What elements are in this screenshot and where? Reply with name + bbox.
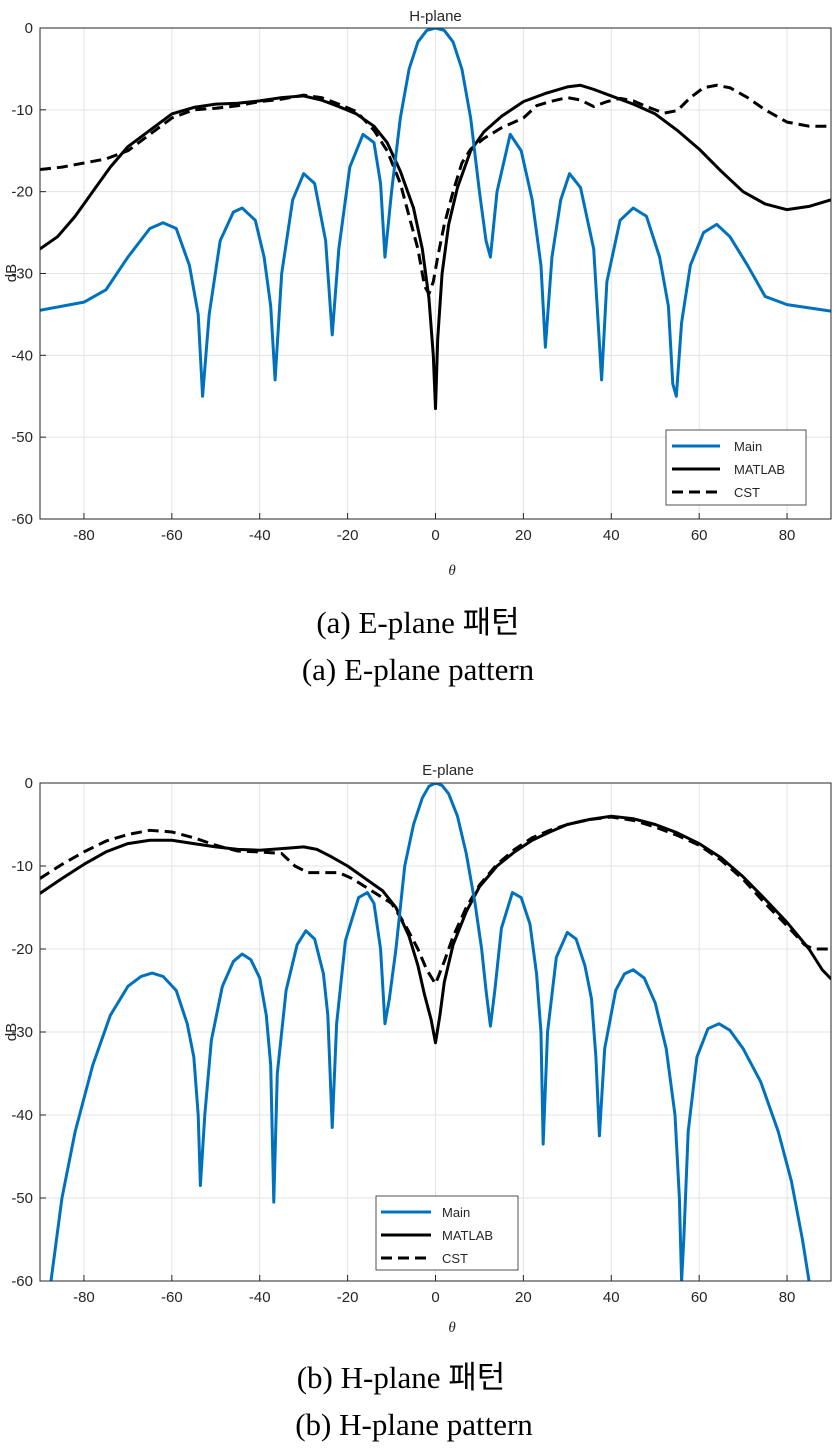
chart-title-bottom: E-plane — [422, 762, 474, 779]
y-axis-label-bottom: dB — [3, 1023, 20, 1041]
caption-korean-top: (a) E-plane 패턴 — [316, 605, 519, 640]
y-tick-label: -60 — [11, 1273, 33, 1290]
x-axis-label-bottom: θ — [448, 1320, 456, 1336]
legend-label-matlab-bottom: MATLAB — [442, 1228, 493, 1243]
x-tick-label: -80 — [73, 527, 95, 544]
x-tick-label: 0 — [431, 1289, 439, 1306]
legend-label-matlab-top: MATLAB — [734, 462, 785, 477]
ticks-top: -80 -60 -40 -20 0 20 40 60 80 0 -10 -20 -30 -40 -50 -60 — [11, 20, 795, 544]
ticks-bottom: -80 -60 -40 -20 0 20 40 60 80 0 -10 -20 -30 -40 -50 -60 — [11, 775, 795, 1306]
x-tick-label: 20 — [515, 527, 532, 544]
y-tick-label: -60 — [11, 511, 33, 528]
x-axis-label-top: θ — [448, 563, 456, 579]
y-tick-label: -40 — [11, 1107, 33, 1124]
series-line-main-bottom — [49, 783, 811, 1281]
x-tick-label: 80 — [779, 1289, 796, 1306]
y-tick-label: -40 — [11, 347, 33, 364]
y-tick-label: -10 — [11, 858, 33, 875]
y-tick-label: -30 — [11, 1024, 33, 1041]
y-tick-label: -20 — [11, 941, 33, 958]
chart-top: -80 -60 -40 -20 0 20 40 60 80 0 -10 -20 -30 -40 -50 -60… — [3, 8, 832, 687]
x-tick-label: -80 — [73, 1289, 95, 1306]
legend-bottom: Main MATLAB CST — [375, 1195, 519, 1271]
y-tick-label: -50 — [11, 1190, 33, 1207]
y-axis-label-top: dB — [3, 264, 20, 282]
x-tick-label: -40 — [249, 1289, 271, 1306]
x-tick-label: -60 — [161, 1289, 183, 1306]
legend-label-cst-top: CST — [734, 485, 760, 500]
caption-english-bottom: (b) H-plane pattern — [295, 1407, 533, 1442]
series-group-bottom — [40, 783, 831, 1281]
y-tick-label: 0 — [25, 20, 33, 37]
y-tick-label: -10 — [11, 102, 33, 119]
chart-title-top: H-plane — [409, 8, 462, 25]
x-tick-label: -20 — [337, 1289, 359, 1306]
caption-korean-bottom: (b) H-plane 패턴 — [297, 1360, 506, 1395]
x-tick-label: 20 — [515, 1289, 532, 1306]
x-tick-label: 60 — [691, 527, 708, 544]
x-tick-label: -20 — [337, 527, 359, 544]
series-line-cst-top — [40, 83, 831, 296]
legend-label-cst-bottom: CST — [442, 1251, 468, 1266]
x-tick-label: 60 — [691, 1289, 708, 1306]
y-tick-label: -50 — [11, 429, 33, 446]
x-tick-label: 40 — [603, 1289, 620, 1306]
caption-english-top: (a) E-plane pattern — [302, 652, 535, 687]
y-tick-label: -20 — [11, 184, 33, 201]
series-line-cst-bottom — [40, 815, 831, 986]
y-tick-label: -30 — [11, 266, 33, 283]
series-group-top — [40, 28, 831, 411]
legend-label-main-top: Main — [734, 439, 762, 454]
series-line-main-top — [40, 28, 831, 398]
legend-label-main-bottom: Main — [442, 1205, 470, 1220]
x-tick-label: -60 — [161, 527, 183, 544]
series-line-matlab-bottom — [40, 814, 831, 1045]
chart-bottom: -80 -60 -40 -20 0 20 40 60 80 0 -10 -20 -30 -40 -50 -60… — [3, 762, 832, 1442]
legend-top: Main MATLAB CST — [665, 429, 807, 506]
x-tick-label: 40 — [603, 527, 620, 544]
x-tick-label: -40 — [249, 527, 271, 544]
x-tick-label: 80 — [779, 527, 796, 544]
x-tick-label: 0 — [431, 527, 439, 544]
y-tick-label: 0 — [25, 775, 33, 792]
series-line-matlab-top — [40, 83, 831, 411]
